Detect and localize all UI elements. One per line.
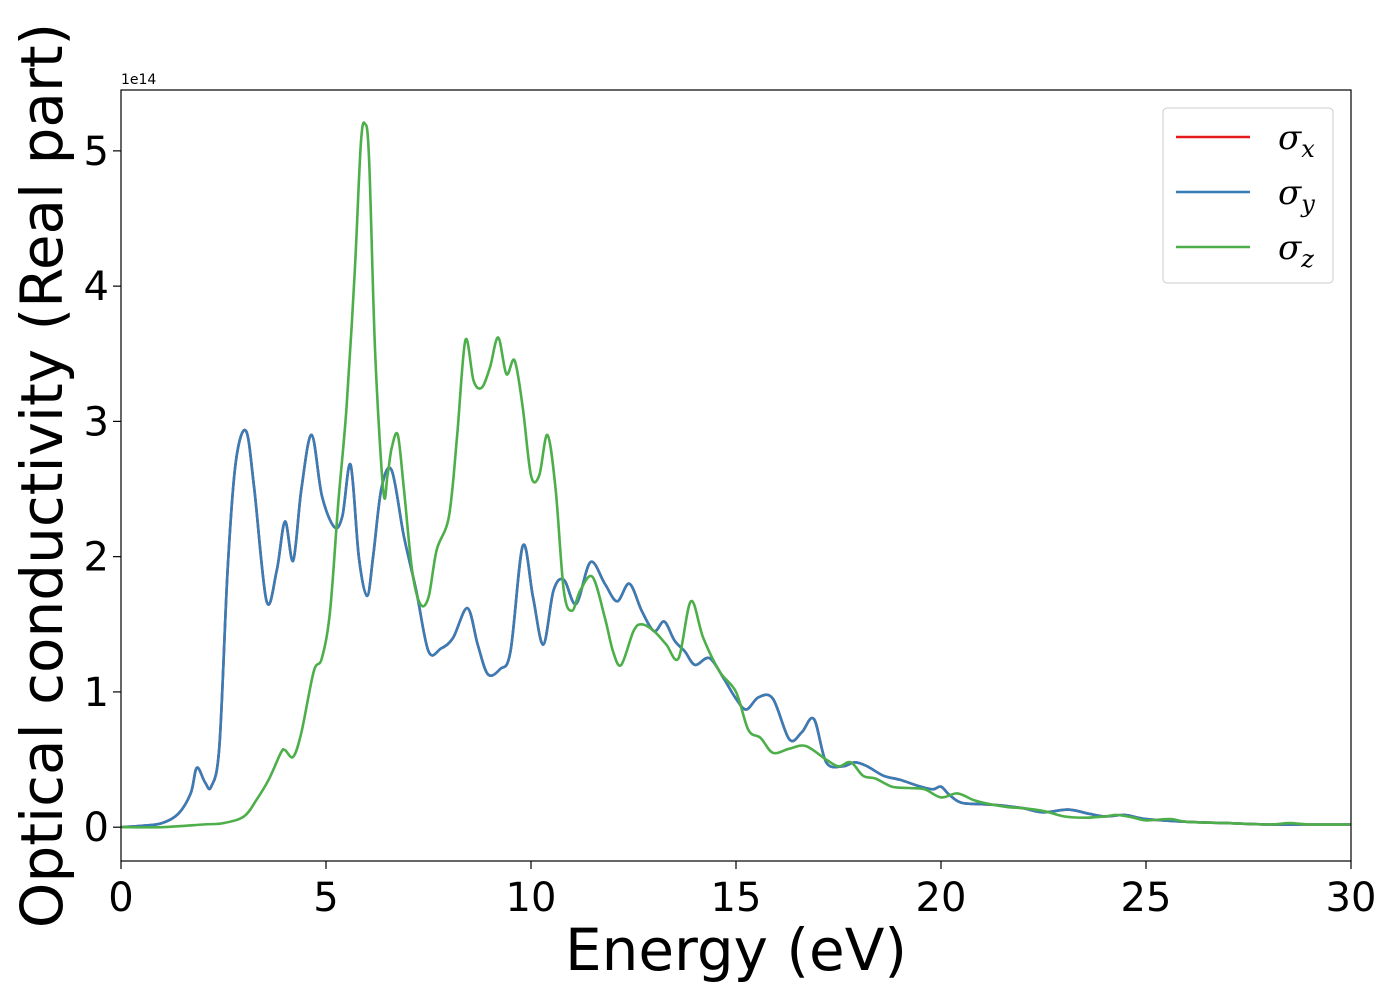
y-axis-label: Optical conductivity (Real part) <box>8 23 76 928</box>
y-tick-label: 5 <box>84 129 109 175</box>
series-line-x <box>121 428 1351 829</box>
legend-label-y: σy <box>1278 173 1315 218</box>
legend-label-x: σx <box>1278 118 1315 163</box>
x-tick-label: 15 <box>711 875 762 921</box>
series-line-z <box>121 121 1351 829</box>
y-tick-label: 0 <box>84 805 109 851</box>
y-tick-label: 2 <box>84 535 109 581</box>
x-axis-label: Energy (eV) <box>565 916 907 984</box>
series-line-y <box>121 428 1351 829</box>
x-tick-label: 20 <box>916 875 967 921</box>
x-tick-label: 25 <box>1121 875 1172 921</box>
legend-items: σx σy σz <box>1176 118 1315 273</box>
x-tick-label: 5 <box>313 875 338 921</box>
y-tick-label: 3 <box>84 399 109 445</box>
legend-box <box>1162 107 1334 284</box>
x-tick-label: 0 <box>108 875 133 921</box>
y-tick-label: 1 <box>84 670 109 716</box>
series-layer <box>121 121 1351 829</box>
y-tick-label: 4 <box>84 264 109 310</box>
x-tick-label: 10 <box>506 875 557 921</box>
x-tick-label: 30 <box>1326 875 1377 921</box>
ticks-layer: 0 5 10 15 20 25 30 0 1 2 3 4 5 <box>84 129 1377 921</box>
legend: σx σy σz <box>1162 107 1334 284</box>
y-offset-label: 1e14 <box>121 72 156 88</box>
legend-label-z: σz <box>1278 228 1314 273</box>
